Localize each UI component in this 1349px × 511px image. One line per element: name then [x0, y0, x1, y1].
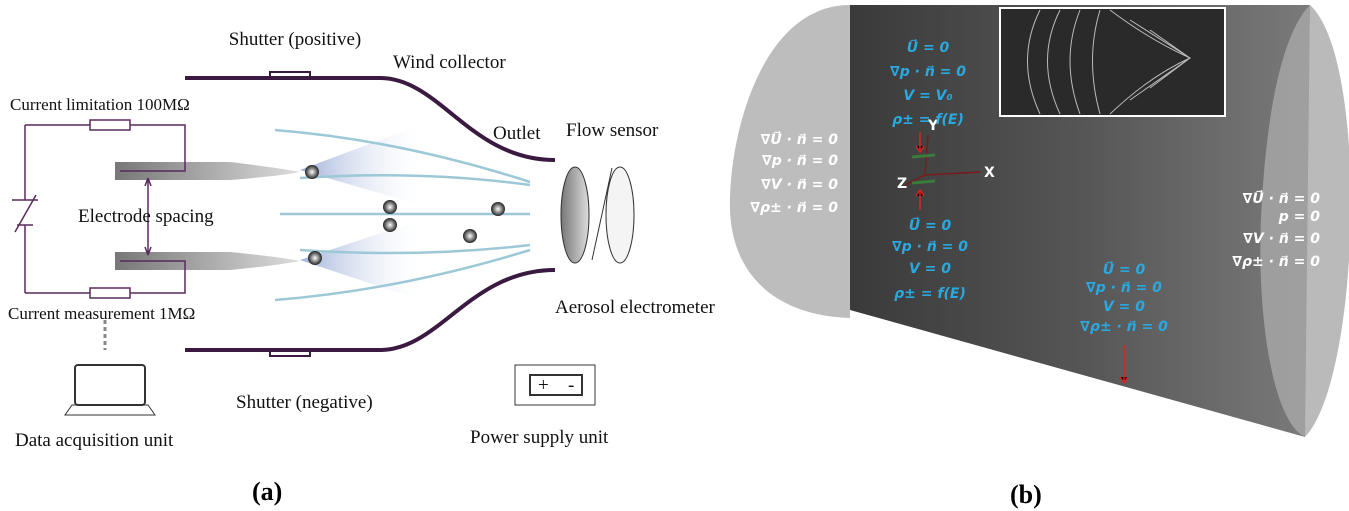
boundary-condition: ∇p · n⃗ = 0	[892, 239, 968, 255]
boundary-condition: V = 0	[909, 261, 951, 277]
boundary-condition: p = 0	[1278, 209, 1321, 225]
text: Electrode spacing	[78, 206, 214, 227]
axis-label: X	[984, 165, 995, 181]
shutter-bottom	[270, 351, 310, 356]
electrometer	[606, 167, 634, 263]
text: Outlet	[493, 123, 541, 144]
boundary-condition: ∇p · n⃗ = 0	[762, 153, 838, 169]
boundary-condition: ∇V · n⃗ = 0	[761, 177, 838, 193]
text: Shutter (negative)	[236, 392, 373, 413]
text: +	[538, 375, 549, 396]
boundary-condition: V = 0	[1103, 299, 1145, 315]
panel-b: X Y Z U⃗ = 0∇p · n⃗ = 0V = V₀ρ± = f(E)∇U…	[730, 5, 1349, 509]
boundary-condition: ∇ρ± · n⃗ = 0	[750, 200, 838, 216]
text: Data acquisition unit	[15, 430, 174, 451]
boundary-condition: ∇ρ± · n⃗ = 0	[1232, 254, 1320, 270]
panel-label: (a)	[252, 477, 282, 506]
panel-label: (b)	[1010, 480, 1042, 509]
cone	[300, 125, 420, 205]
text: Flow sensor	[566, 120, 659, 141]
text: Current limitation 100MΩ	[10, 95, 190, 114]
boundary-condition: ∇U⃗ · n⃗ = 0	[1243, 189, 1321, 207]
boundary-condition: ∇p · n⃗ = 0	[1086, 280, 1162, 296]
boundary-condition: U⃗ = 0	[1103, 260, 1146, 278]
boundary-condition: V = V₀	[903, 88, 952, 104]
boundary-condition: ∇U⃗ · n⃗ = 0	[761, 130, 839, 148]
axis-label: Z	[897, 176, 907, 192]
panel-a: Shutter (positive) Wind collector Curren…	[8, 29, 716, 506]
boundary-condition: U⃗ = 0	[909, 216, 952, 234]
text: Wind collector	[393, 52, 506, 73]
boundary-condition: ρ± = f(E)	[894, 286, 966, 302]
boundary-condition: ∇ρ± · n⃗ = 0	[1080, 319, 1168, 335]
text: Current measurement 1MΩ	[8, 304, 195, 323]
text: Power supply unit	[470, 427, 609, 448]
electrode-bottom	[912, 181, 935, 183]
laptop-base	[65, 405, 155, 415]
text: -	[568, 375, 574, 396]
boundary-condition: ∇p · n⃗ = 0	[890, 64, 966, 80]
laptop	[75, 365, 145, 405]
text: Aerosol electrometer	[555, 297, 716, 318]
flow-sensor	[561, 167, 589, 263]
boundary-condition: ρ± = f(E)	[892, 112, 964, 128]
boundary-condition: U⃗ = 0	[907, 38, 950, 56]
boundary-condition: ∇V · n⃗ = 0	[1243, 231, 1320, 247]
figure: Shutter (positive) Wind collector Curren…	[0, 0, 1349, 511]
shutter-top	[270, 72, 310, 77]
text: Shutter (positive)	[229, 29, 361, 50]
electrode-top	[912, 155, 935, 157]
